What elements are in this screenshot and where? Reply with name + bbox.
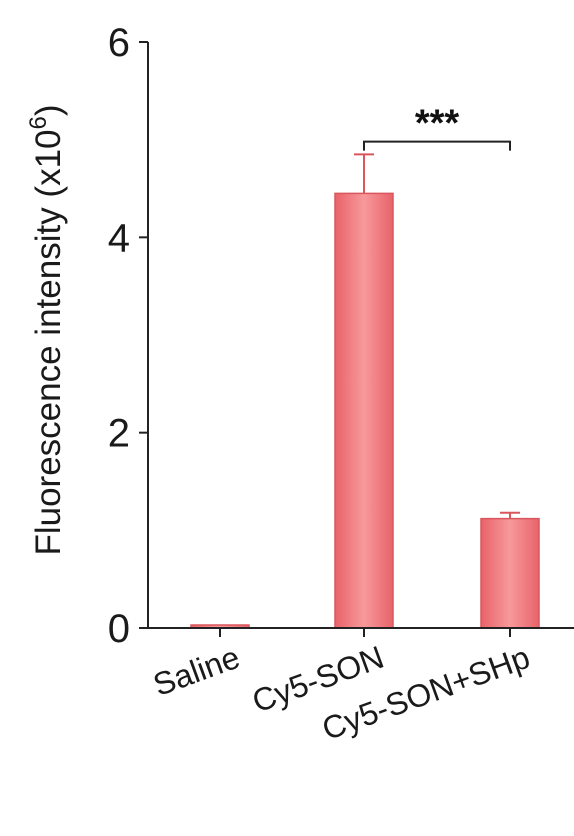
y-axis-title-main: Fluorescence intensity (x10 <box>29 129 68 555</box>
y-tick-label-3: 6 <box>108 21 130 65</box>
y-axis-title-exponent: 6 <box>25 116 52 129</box>
y-axis-title-suffix: ) <box>29 104 68 116</box>
bar-1 <box>334 192 394 629</box>
significance-bracket <box>363 140 511 151</box>
y-tick-label-0: 0 <box>108 607 130 651</box>
y-axis-title: Fluorescence intensity (x106) <box>25 104 68 555</box>
significance-annotation: *** <box>363 103 511 151</box>
x-tick-label-0: Saline <box>148 639 244 703</box>
bars <box>190 153 540 629</box>
bar-2 <box>480 517 540 629</box>
y-axis: 0 2 4 6 <box>108 21 149 651</box>
y-tick-label-2: 4 <box>108 216 130 260</box>
y-tick-label-1: 2 <box>108 412 130 456</box>
significance-label: *** <box>415 103 460 145</box>
